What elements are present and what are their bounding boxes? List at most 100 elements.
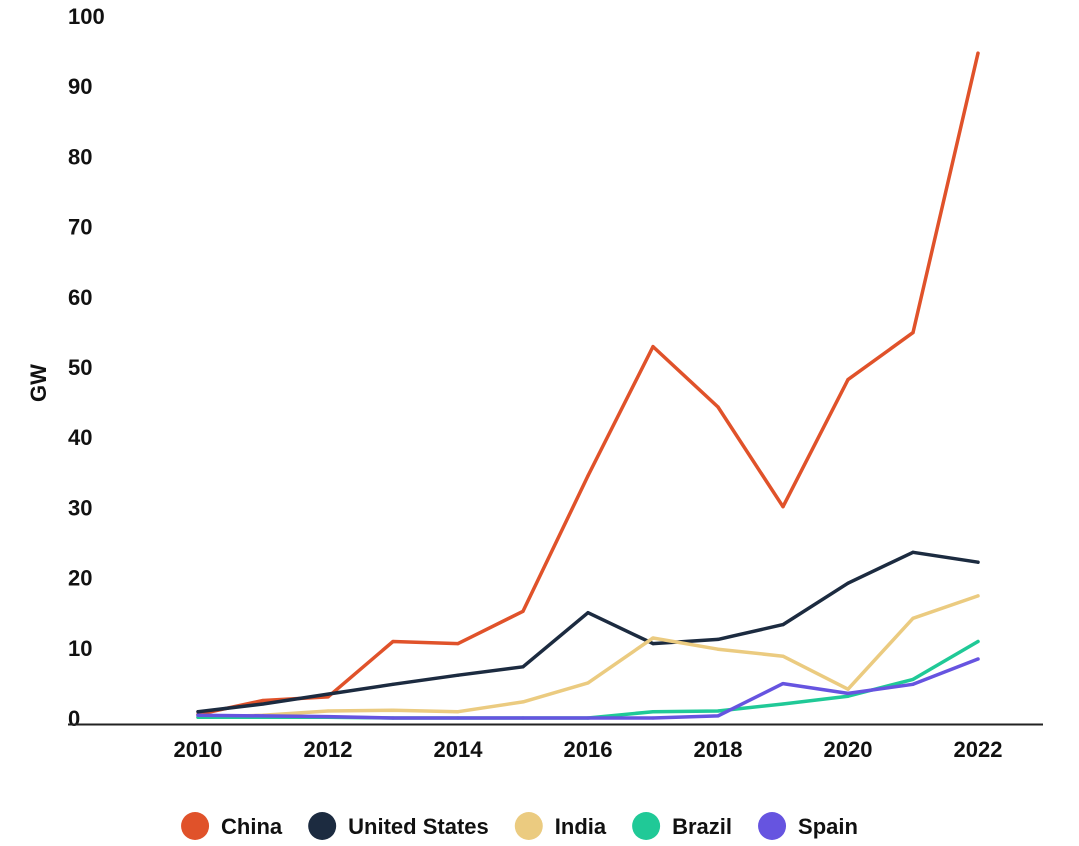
data-point-china xyxy=(651,345,655,349)
series-lines xyxy=(196,51,980,720)
data-point-brazil xyxy=(716,709,720,713)
data-point-united-states xyxy=(586,611,590,615)
data-point-spain xyxy=(846,691,850,696)
data-point-spain xyxy=(976,657,980,661)
x-tick-label: 2020 xyxy=(824,737,873,762)
data-point-spain xyxy=(391,716,395,720)
series-brazil xyxy=(196,639,980,720)
y-axis-title: GW xyxy=(26,364,51,402)
y-tick-label: 0 xyxy=(68,706,80,731)
data-point-united-states xyxy=(196,710,200,714)
data-point-spain xyxy=(911,682,915,686)
y-tick-label: 30 xyxy=(68,495,92,520)
legend-swatch-india xyxy=(514,812,543,840)
data-point-india xyxy=(521,700,525,704)
data-point-india xyxy=(846,687,850,691)
y-tick-label: 40 xyxy=(68,425,92,450)
data-point-united-states xyxy=(391,682,395,686)
series-spain xyxy=(196,657,980,720)
series-line-spain xyxy=(196,657,980,720)
series-united-states xyxy=(196,550,980,714)
data-point-china xyxy=(391,639,395,644)
data-point-spain xyxy=(456,716,460,720)
y-tick-label: 50 xyxy=(68,355,92,380)
legend-item-brazil: Brazil xyxy=(632,812,732,840)
x-tick-label: 2014 xyxy=(434,737,484,762)
legend-swatch-brazil xyxy=(632,812,661,840)
legend-label: India xyxy=(555,814,607,839)
y-tick-label: 100 xyxy=(68,4,105,29)
x-tick-label: 2016 xyxy=(564,737,613,762)
data-point-spain xyxy=(651,716,655,720)
y-tick-label: 90 xyxy=(68,74,92,99)
data-point-united-states xyxy=(326,692,330,696)
legend-item-india: India xyxy=(514,812,607,840)
data-point-india xyxy=(651,636,655,640)
data-point-spain xyxy=(521,716,525,720)
data-point-spain xyxy=(716,714,720,718)
y-tick-label: 80 xyxy=(68,144,92,169)
legend-label: China xyxy=(221,814,283,839)
data-point-spain xyxy=(261,714,265,718)
data-point-india xyxy=(456,710,460,714)
legend: China United States India Brazil Spain xyxy=(181,812,858,840)
data-point-brazil xyxy=(911,677,915,682)
data-point-india xyxy=(911,616,915,620)
y-tick-label: 20 xyxy=(68,566,92,591)
legend-item-united-states: United States xyxy=(308,812,489,840)
x-tick-label: 2022 xyxy=(954,737,1003,762)
data-point-china xyxy=(456,642,460,646)
series-line-united-states xyxy=(196,550,980,714)
data-point-united-states xyxy=(651,642,655,646)
data-point-spain xyxy=(196,713,200,717)
data-point-india xyxy=(781,654,785,658)
data-point-spain xyxy=(326,715,330,719)
data-point-united-states xyxy=(846,581,850,585)
data-point-china xyxy=(781,505,785,509)
data-point-united-states xyxy=(456,673,460,677)
data-point-india xyxy=(391,708,395,712)
legend-label: United States xyxy=(348,814,489,839)
series-china xyxy=(196,51,980,717)
data-point-china xyxy=(326,695,330,699)
data-point-china xyxy=(846,378,850,382)
y-tick-label: 70 xyxy=(68,215,92,240)
legend-label: Brazil xyxy=(672,814,732,839)
legend-swatch-china xyxy=(181,812,210,840)
data-point-brazil xyxy=(846,694,850,698)
data-point-brazil xyxy=(781,702,785,706)
data-point-china xyxy=(261,698,265,703)
data-point-united-states xyxy=(781,623,785,627)
data-point-india xyxy=(326,709,330,713)
x-tick-label: 2018 xyxy=(694,737,743,762)
legend-swatch-spain xyxy=(758,812,787,840)
y-tick-label: 10 xyxy=(68,636,92,661)
data-point-china xyxy=(716,405,720,409)
y-tick-label: 60 xyxy=(68,285,92,310)
legend-item-china: China xyxy=(181,812,283,840)
data-point-brazil xyxy=(651,710,655,714)
data-point-india xyxy=(586,681,590,685)
data-point-india xyxy=(976,594,980,598)
data-point-spain xyxy=(586,716,590,720)
x-tick-label: 2012 xyxy=(304,737,353,762)
data-point-united-states xyxy=(521,665,525,669)
legend-label: Spain xyxy=(798,814,858,839)
data-point-united-states xyxy=(261,702,265,706)
x-tick-label: 2010 xyxy=(174,737,223,762)
data-point-china xyxy=(586,474,590,478)
data-point-china xyxy=(911,331,915,335)
legend-swatch-united-states xyxy=(308,812,337,840)
data-point-brazil xyxy=(976,639,980,644)
series-line-brazil xyxy=(196,639,980,720)
data-point-china xyxy=(521,609,525,613)
y-axis-tick-labels: 0 10 20 30 40 50 60 70 80 90 100 xyxy=(68,4,105,731)
data-point-india xyxy=(716,647,720,651)
data-point-united-states xyxy=(911,550,915,554)
legend-item-spain: Spain xyxy=(758,812,858,840)
data-point-united-states xyxy=(976,560,980,564)
data-point-spain xyxy=(781,682,785,686)
data-point-china xyxy=(976,51,980,55)
series-line-china xyxy=(196,51,980,717)
